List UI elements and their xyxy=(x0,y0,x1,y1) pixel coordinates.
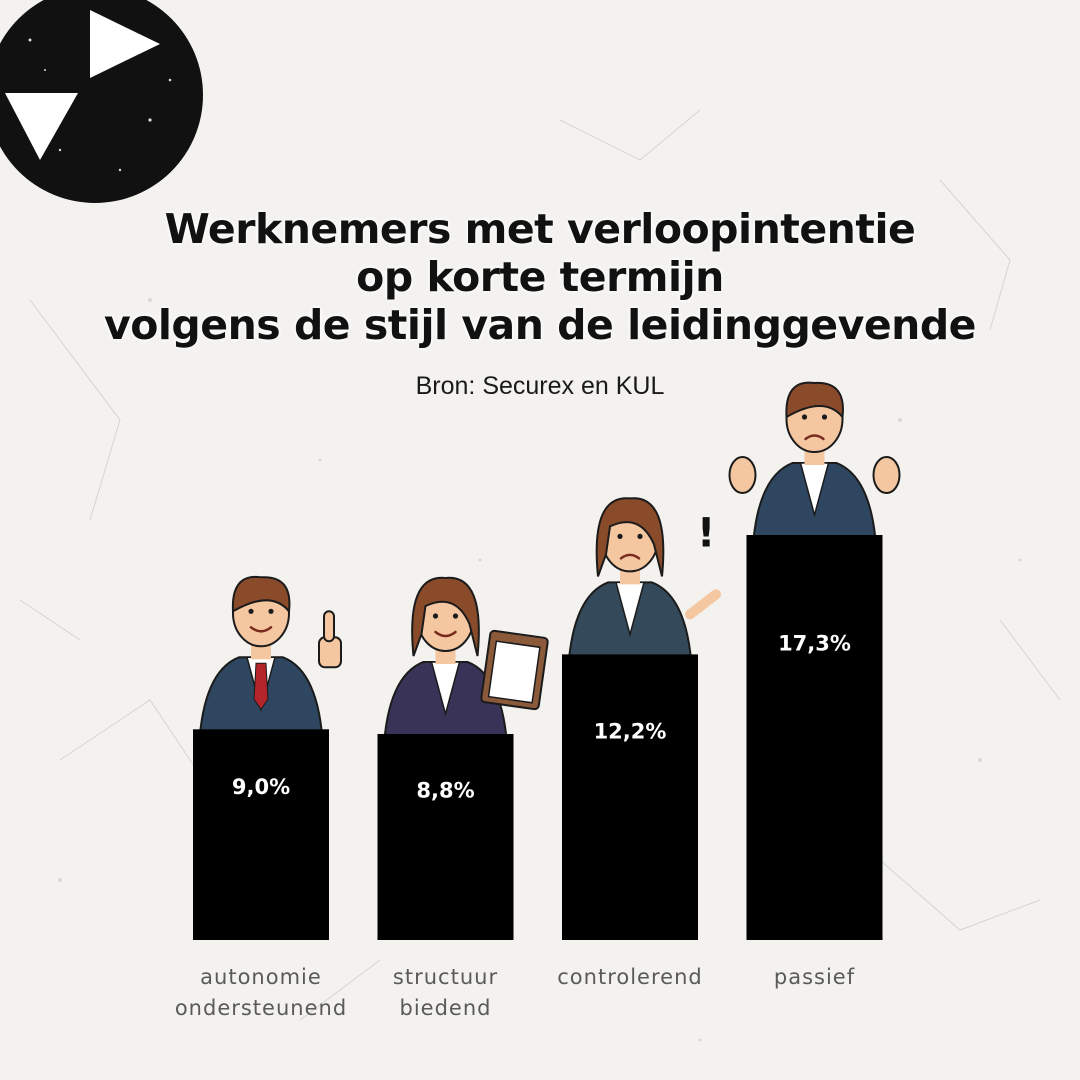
source-label: Bron: Securex en KUL xyxy=(415,372,665,400)
bar xyxy=(377,733,514,940)
hair xyxy=(595,497,665,577)
mouth xyxy=(249,626,273,633)
right-hand-icon xyxy=(872,456,901,494)
eye xyxy=(248,608,254,614)
category-label: biedend xyxy=(400,996,492,1020)
title-line-2: op korte termijn xyxy=(356,253,724,301)
mouth xyxy=(434,630,457,638)
hair xyxy=(785,381,844,420)
category-label: autonomie xyxy=(200,965,322,989)
eye xyxy=(432,613,439,619)
bar-group: 8,8% structuur biedend xyxy=(377,576,549,1020)
category-label: ondersteunend xyxy=(175,996,347,1020)
play-arrows-icon xyxy=(0,0,203,203)
tie xyxy=(253,662,269,711)
clipboard-manager-icon xyxy=(382,576,549,753)
eye xyxy=(452,613,459,619)
eye xyxy=(637,533,643,539)
bar-value-label: 12,2% xyxy=(594,720,667,744)
chart-title: Werknemers met verloopintentie op korte … xyxy=(0,205,1080,349)
pointing-hand-icon xyxy=(685,589,721,620)
category-label: passief xyxy=(774,965,855,989)
title-line-3: volgens de stijl van de leidinggevende xyxy=(103,301,977,349)
category-label: structuur xyxy=(393,965,498,989)
clipboard-paper xyxy=(487,640,541,704)
thumbs-up-manager-icon xyxy=(197,575,342,749)
bar-value-label: 9,0% xyxy=(232,775,290,799)
category-label: controlerend xyxy=(557,965,702,989)
title-line-1: Werknemers met verloopintentie xyxy=(164,205,916,253)
eye xyxy=(821,414,828,420)
hair xyxy=(231,575,291,614)
eye xyxy=(801,414,808,420)
bar xyxy=(193,729,329,940)
pointing-manager-icon: ! xyxy=(566,497,721,674)
exclamation-icon: ! xyxy=(697,510,715,556)
bar-group: ! 12,2% controlerend xyxy=(557,497,721,989)
eye xyxy=(268,608,274,614)
bar-group: 9,0% autonomie ondersteunend xyxy=(175,575,347,1020)
eye xyxy=(617,533,623,539)
shrugging-manager-icon xyxy=(728,381,901,554)
bar-value-label: 8,8% xyxy=(416,779,474,803)
bar xyxy=(746,535,883,940)
mouth xyxy=(619,553,641,560)
bar-group: 17,3% passief xyxy=(728,381,901,989)
bar xyxy=(562,654,698,940)
hair xyxy=(411,576,480,657)
bar-value-label: 17,3% xyxy=(778,631,851,655)
left-hand-icon xyxy=(728,456,757,494)
thumb xyxy=(323,610,335,643)
mouth xyxy=(804,434,825,441)
